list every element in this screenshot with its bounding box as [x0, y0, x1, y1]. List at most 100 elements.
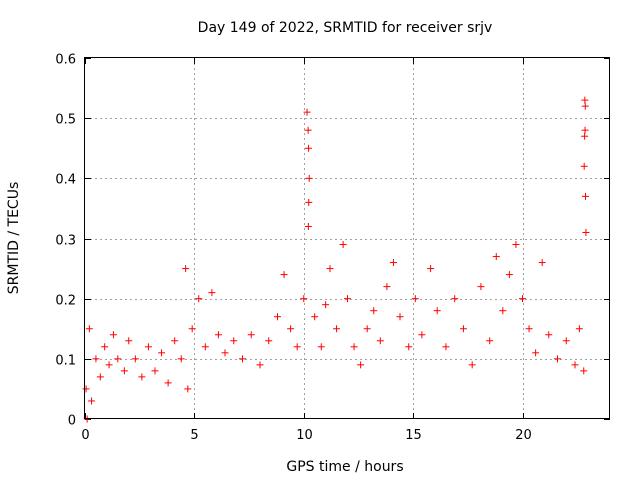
data-point	[525, 325, 533, 333]
y-tick-label: 0.4	[55, 173, 76, 188]
data-point	[230, 337, 238, 345]
data-point	[131, 355, 139, 363]
chart-title: Day 149 of 2022, SRMTID for receiver srj…	[198, 20, 493, 36]
data-point	[333, 325, 341, 333]
data-point	[468, 361, 476, 369]
data-point	[182, 265, 190, 273]
tick-labels: 0 0.1 0.2 0.3 0.4 0.5 0.6 0 5 10 15 20	[55, 53, 531, 444]
data-point	[188, 325, 196, 333]
data-point	[389, 259, 397, 267]
axis-ticks	[85, 58, 610, 420]
data-point	[201, 343, 209, 351]
data-point	[562, 337, 570, 345]
data-point	[184, 385, 192, 393]
y-tick-label: 0.6	[55, 53, 76, 68]
data-point	[411, 295, 419, 303]
data-point	[350, 343, 358, 351]
y-axis-label: SRMTID / TECUs	[6, 182, 22, 295]
y-tick-label: 0	[68, 414, 76, 429]
y-tick-label: 0.3	[55, 234, 76, 249]
data-point	[581, 96, 589, 104]
data-point	[256, 361, 264, 369]
data-point	[396, 313, 404, 321]
data-point	[305, 174, 313, 182]
data-point	[317, 343, 325, 351]
data-point	[171, 337, 179, 345]
data-point	[571, 361, 579, 369]
data-point	[554, 355, 561, 363]
data-point	[88, 397, 96, 405]
data-point	[114, 355, 122, 363]
data-point	[575, 325, 583, 333]
data-point	[581, 126, 589, 134]
data-point	[280, 271, 288, 279]
data-point	[293, 343, 301, 351]
plot-frame	[84, 57, 610, 419]
data-point	[239, 355, 246, 363]
data-point	[581, 102, 589, 110]
data-point	[326, 265, 334, 273]
data-point	[322, 301, 330, 309]
data-point	[538, 259, 546, 267]
x-tick-label: 15	[405, 428, 422, 443]
grid-lines	[85, 58, 610, 419]
data-point	[582, 228, 590, 236]
data-point	[311, 313, 319, 321]
data-points	[82, 96, 590, 423]
data-point	[158, 349, 166, 357]
data-point	[304, 222, 312, 230]
data-point	[433, 307, 441, 315]
data-point	[287, 325, 295, 333]
data-point	[274, 313, 281, 321]
data-point	[303, 108, 311, 116]
x-tick-label: 5	[190, 428, 198, 443]
data-point	[109, 331, 117, 339]
data-point	[164, 379, 172, 387]
data-point	[427, 265, 435, 273]
data-point	[477, 283, 485, 291]
data-point	[376, 337, 384, 345]
data-point	[247, 331, 255, 339]
data-point	[442, 343, 450, 351]
data-point	[405, 343, 413, 351]
data-point	[305, 144, 313, 152]
data-point	[363, 325, 371, 333]
y-tick-label: 0.1	[55, 354, 76, 369]
y-tick-label: 0.5	[55, 113, 76, 128]
data-point	[344, 295, 351, 303]
data-point	[418, 331, 426, 339]
data-point	[512, 241, 520, 249]
data-point	[486, 337, 494, 345]
x-tick-label: 0	[81, 428, 89, 443]
data-point	[265, 337, 273, 345]
data-point	[459, 325, 467, 333]
data-point	[120, 367, 128, 375]
x-axis-label: GPS time / hours	[286, 459, 403, 475]
data-point	[305, 198, 313, 206]
data-point	[304, 126, 312, 134]
data-point	[300, 295, 308, 303]
data-point	[451, 295, 459, 303]
data-point	[532, 349, 540, 357]
data-point	[214, 331, 222, 339]
data-point	[383, 283, 391, 291]
data-point	[144, 343, 152, 351]
x-tick-label: 10	[296, 428, 313, 443]
data-point	[499, 307, 507, 315]
data-point	[195, 295, 203, 303]
data-point	[101, 343, 109, 351]
data-point	[580, 367, 588, 375]
data-point	[339, 241, 347, 249]
data-point	[105, 361, 113, 369]
data-point	[138, 373, 146, 381]
data-point	[505, 271, 513, 279]
data-point	[85, 325, 93, 333]
data-point	[545, 331, 553, 339]
data-point	[580, 162, 588, 170]
data-point	[370, 307, 378, 315]
data-point	[151, 367, 159, 375]
data-point	[221, 349, 229, 357]
data-point	[177, 355, 185, 363]
data-point	[125, 337, 133, 345]
data-point	[96, 373, 104, 381]
